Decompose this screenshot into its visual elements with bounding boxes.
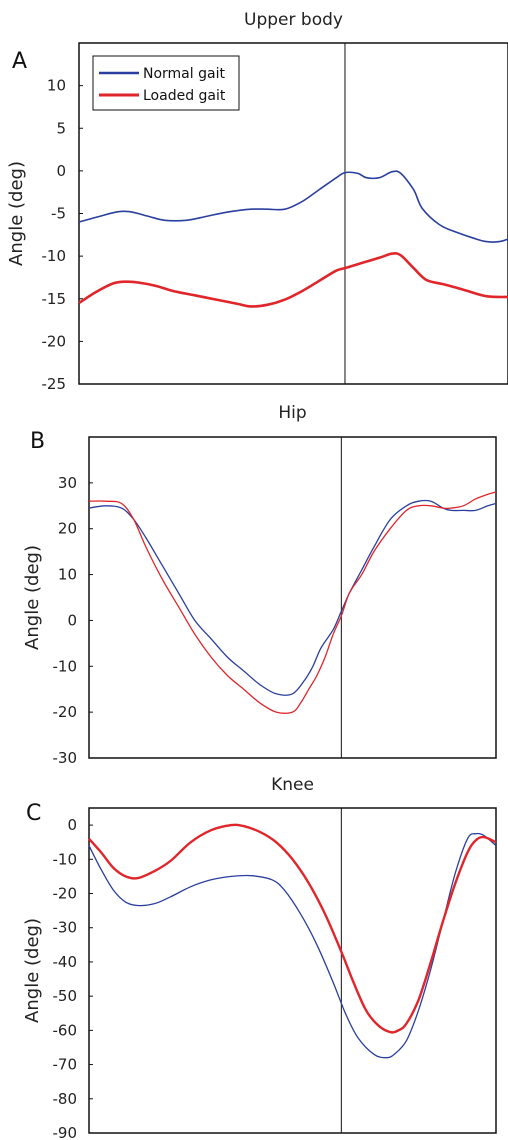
panel-b-title: Hip <box>278 403 306 423</box>
panel-a-ytick-label: -5 <box>51 205 66 223</box>
panel-c-ytick-label: -90 <box>53 1124 78 1140</box>
panel-b-ytick-label: 20 <box>58 520 77 538</box>
legend-label-normal-gait: Normal gait <box>143 66 225 82</box>
panel-c-ytick-label: -10 <box>53 850 78 868</box>
panel-c-title: Knee <box>271 775 314 795</box>
panel-b-ytick-label: -20 <box>53 703 78 721</box>
panel-a-letter: A <box>12 49 27 74</box>
panel-b-ytick-label: -30 <box>53 749 78 767</box>
panel-a-ytick-label: -10 <box>42 247 67 265</box>
panel-b-ylabel: Angle (deg) <box>22 545 43 650</box>
panel-b-ytick-label: 30 <box>58 474 77 492</box>
panel-a-ytick-label: -15 <box>42 290 67 308</box>
legend-label-loaded-gait: Loaded gait <box>143 88 226 104</box>
panel-b-ytick-label: 0 <box>67 611 77 629</box>
panel-a-series-loaded-gait-line <box>78 251 508 308</box>
panel-c-letter: C <box>26 801 41 826</box>
panel-c-ytick-label: 0 <box>67 816 77 834</box>
panel-c-ytick-label: -50 <box>53 987 78 1005</box>
panel-a-series-normal-gait-line <box>78 170 508 243</box>
panel-c-ylabel: Angle (deg) <box>22 918 43 1023</box>
panel-b-series-loaded-gait-line <box>88 491 497 714</box>
panel-b-plot-frame <box>88 436 497 759</box>
panel-a-ytick-label: -20 <box>42 332 67 350</box>
legend-box <box>92 55 240 111</box>
panel-b-ytick-label: -10 <box>53 657 78 675</box>
panel-c-ytick-label: -70 <box>53 1056 78 1074</box>
panel-c-ytick-label: -60 <box>53 1021 78 1039</box>
panel-c-ytick-label: -30 <box>53 919 78 937</box>
panel-b-series-normal-gait-line <box>88 499 497 696</box>
panel-a-ytick-label: -25 <box>42 375 67 393</box>
panel-c-ytick-label: -80 <box>53 1090 78 1108</box>
panel-a-title: Upper body <box>244 10 343 30</box>
panel-b-letter: B <box>30 429 45 454</box>
panel-a-ytick-label: 10 <box>47 77 66 95</box>
panel-c-series-loaded-gait-line <box>88 823 497 1034</box>
panel-a-ytick-label: 0 <box>56 162 66 180</box>
panel-b-ytick-label: 10 <box>58 566 77 584</box>
panel-c-plot-frame <box>88 807 497 1134</box>
panel-a-ytick-label: 5 <box>56 119 66 137</box>
panel-c-ytick-label: -40 <box>53 953 78 971</box>
panel-c-ytick-label: -20 <box>53 885 78 903</box>
panel-a-ylabel: Angle (deg) <box>6 161 27 266</box>
